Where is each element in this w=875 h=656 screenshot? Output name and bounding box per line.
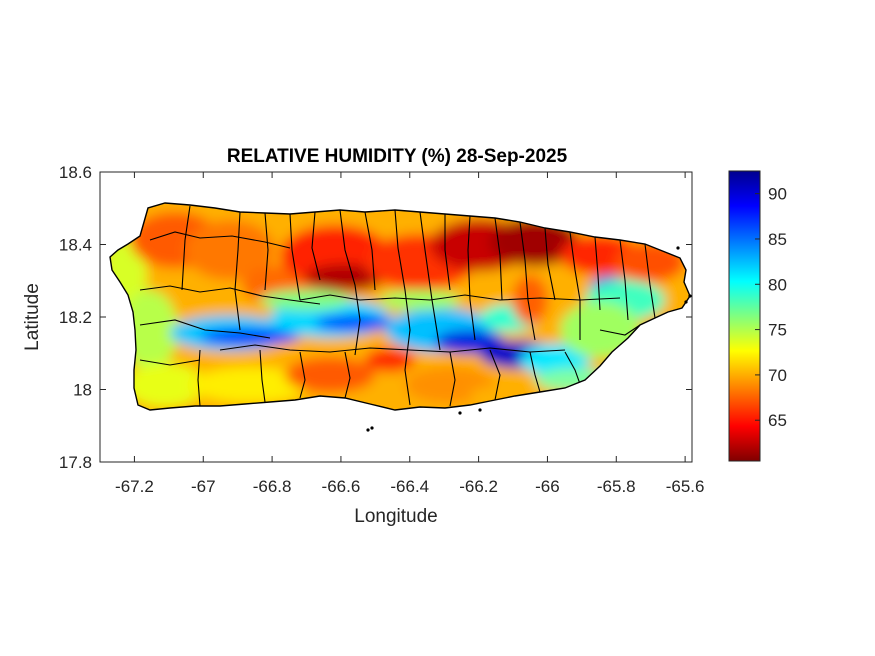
municipality-boundary bbox=[599, 324, 641, 336]
x-tick-label: -66.6 bbox=[322, 477, 361, 496]
municipality-boundary bbox=[149, 231, 291, 249]
islet bbox=[366, 428, 370, 432]
municipality-boundary bbox=[289, 213, 301, 301]
x-tick-label: -66.8 bbox=[253, 477, 292, 496]
small-islets bbox=[366, 246, 692, 432]
municipality-boundary bbox=[494, 217, 503, 301]
islet bbox=[676, 246, 680, 250]
y-tick-label: 18.6 bbox=[59, 163, 92, 182]
colorbar-tick-label: 85 bbox=[768, 230, 787, 249]
municipality-boundary bbox=[311, 211, 321, 281]
map-axes bbox=[99, 171, 693, 463]
municipality-boundary bbox=[139, 319, 271, 339]
colorbar-gradient bbox=[728, 170, 761, 462]
municipality-boundary bbox=[419, 211, 441, 351]
municipality-boundary bbox=[619, 239, 629, 321]
municipality-boundary bbox=[594, 236, 601, 311]
y-tick-label: 17.8 bbox=[59, 453, 92, 472]
chart-title: RELATIVE HUMIDITY (%) 28-Sep-2025 bbox=[227, 146, 568, 167]
municipality-boundary bbox=[139, 285, 321, 305]
municipality-boundary bbox=[444, 214, 451, 291]
x-tick-label: -66.4 bbox=[390, 477, 429, 496]
islet bbox=[370, 426, 374, 430]
municipality-boundary bbox=[569, 231, 581, 340]
colorbar: 65 70 75 80 85 90 bbox=[728, 170, 787, 462]
islet bbox=[684, 300, 688, 304]
x-tick-label: -66.2 bbox=[459, 477, 498, 496]
colorbar-tick-label: 75 bbox=[768, 321, 787, 340]
municipality-boundary bbox=[489, 349, 501, 401]
municipality-boundary bbox=[181, 205, 191, 291]
y-axis: 17.8 18 18.2 18.4 18.6 bbox=[59, 163, 692, 472]
x-tick-label: -67 bbox=[191, 477, 216, 496]
x-axis-label: Longitude bbox=[354, 506, 437, 527]
municipality-boundary bbox=[264, 212, 269, 291]
x-tick-label: -67.2 bbox=[115, 477, 154, 496]
y-tick-label: 18 bbox=[73, 381, 92, 400]
colorbar-tick-label: 70 bbox=[768, 366, 787, 385]
x-axis: -67.2 -67 -66.8 -66.6 -66.4 -66.2 -66 -65.8 -65.… bbox=[115, 172, 704, 496]
municipality-boundary bbox=[564, 351, 581, 385]
islet bbox=[478, 408, 482, 412]
municipality-boundary bbox=[644, 243, 656, 319]
municipality-boundary bbox=[299, 294, 621, 301]
municipality-boundary bbox=[339, 209, 361, 356]
municipality-boundary bbox=[259, 349, 266, 403]
municipality-boundaries bbox=[139, 205, 656, 407]
municipality-boundary bbox=[449, 351, 456, 407]
y-tick-label: 18.2 bbox=[59, 308, 92, 327]
municipality-boundary bbox=[299, 351, 306, 399]
municipality-boundary bbox=[344, 351, 351, 399]
colorbar-tick-label: 65 bbox=[768, 411, 787, 430]
x-tick-label: -66 bbox=[535, 477, 560, 496]
colorbar-tick-label: 80 bbox=[768, 275, 787, 294]
municipality-boundary bbox=[219, 344, 566, 353]
municipality-boundary bbox=[467, 215, 476, 341]
colorbar-tick-label: 90 bbox=[768, 185, 787, 204]
islet bbox=[458, 411, 462, 415]
municipality-boundary bbox=[234, 211, 241, 331]
x-tick-label: -65.6 bbox=[666, 477, 705, 496]
y-axis-label: Latitude bbox=[22, 283, 43, 351]
y-tick-label: 18.4 bbox=[59, 236, 92, 255]
municipality-boundary bbox=[529, 351, 541, 393]
municipality-boundary bbox=[139, 359, 201, 366]
x-tick-label: -65.8 bbox=[597, 477, 636, 496]
municipality-boundary bbox=[519, 221, 536, 341]
municipality-boundary bbox=[544, 227, 556, 301]
islet bbox=[688, 294, 692, 298]
municipality-boundary bbox=[394, 209, 411, 406]
municipality-boundary bbox=[364, 211, 376, 291]
colorbar-ticks: 65 70 75 80 85 90 bbox=[755, 185, 787, 430]
